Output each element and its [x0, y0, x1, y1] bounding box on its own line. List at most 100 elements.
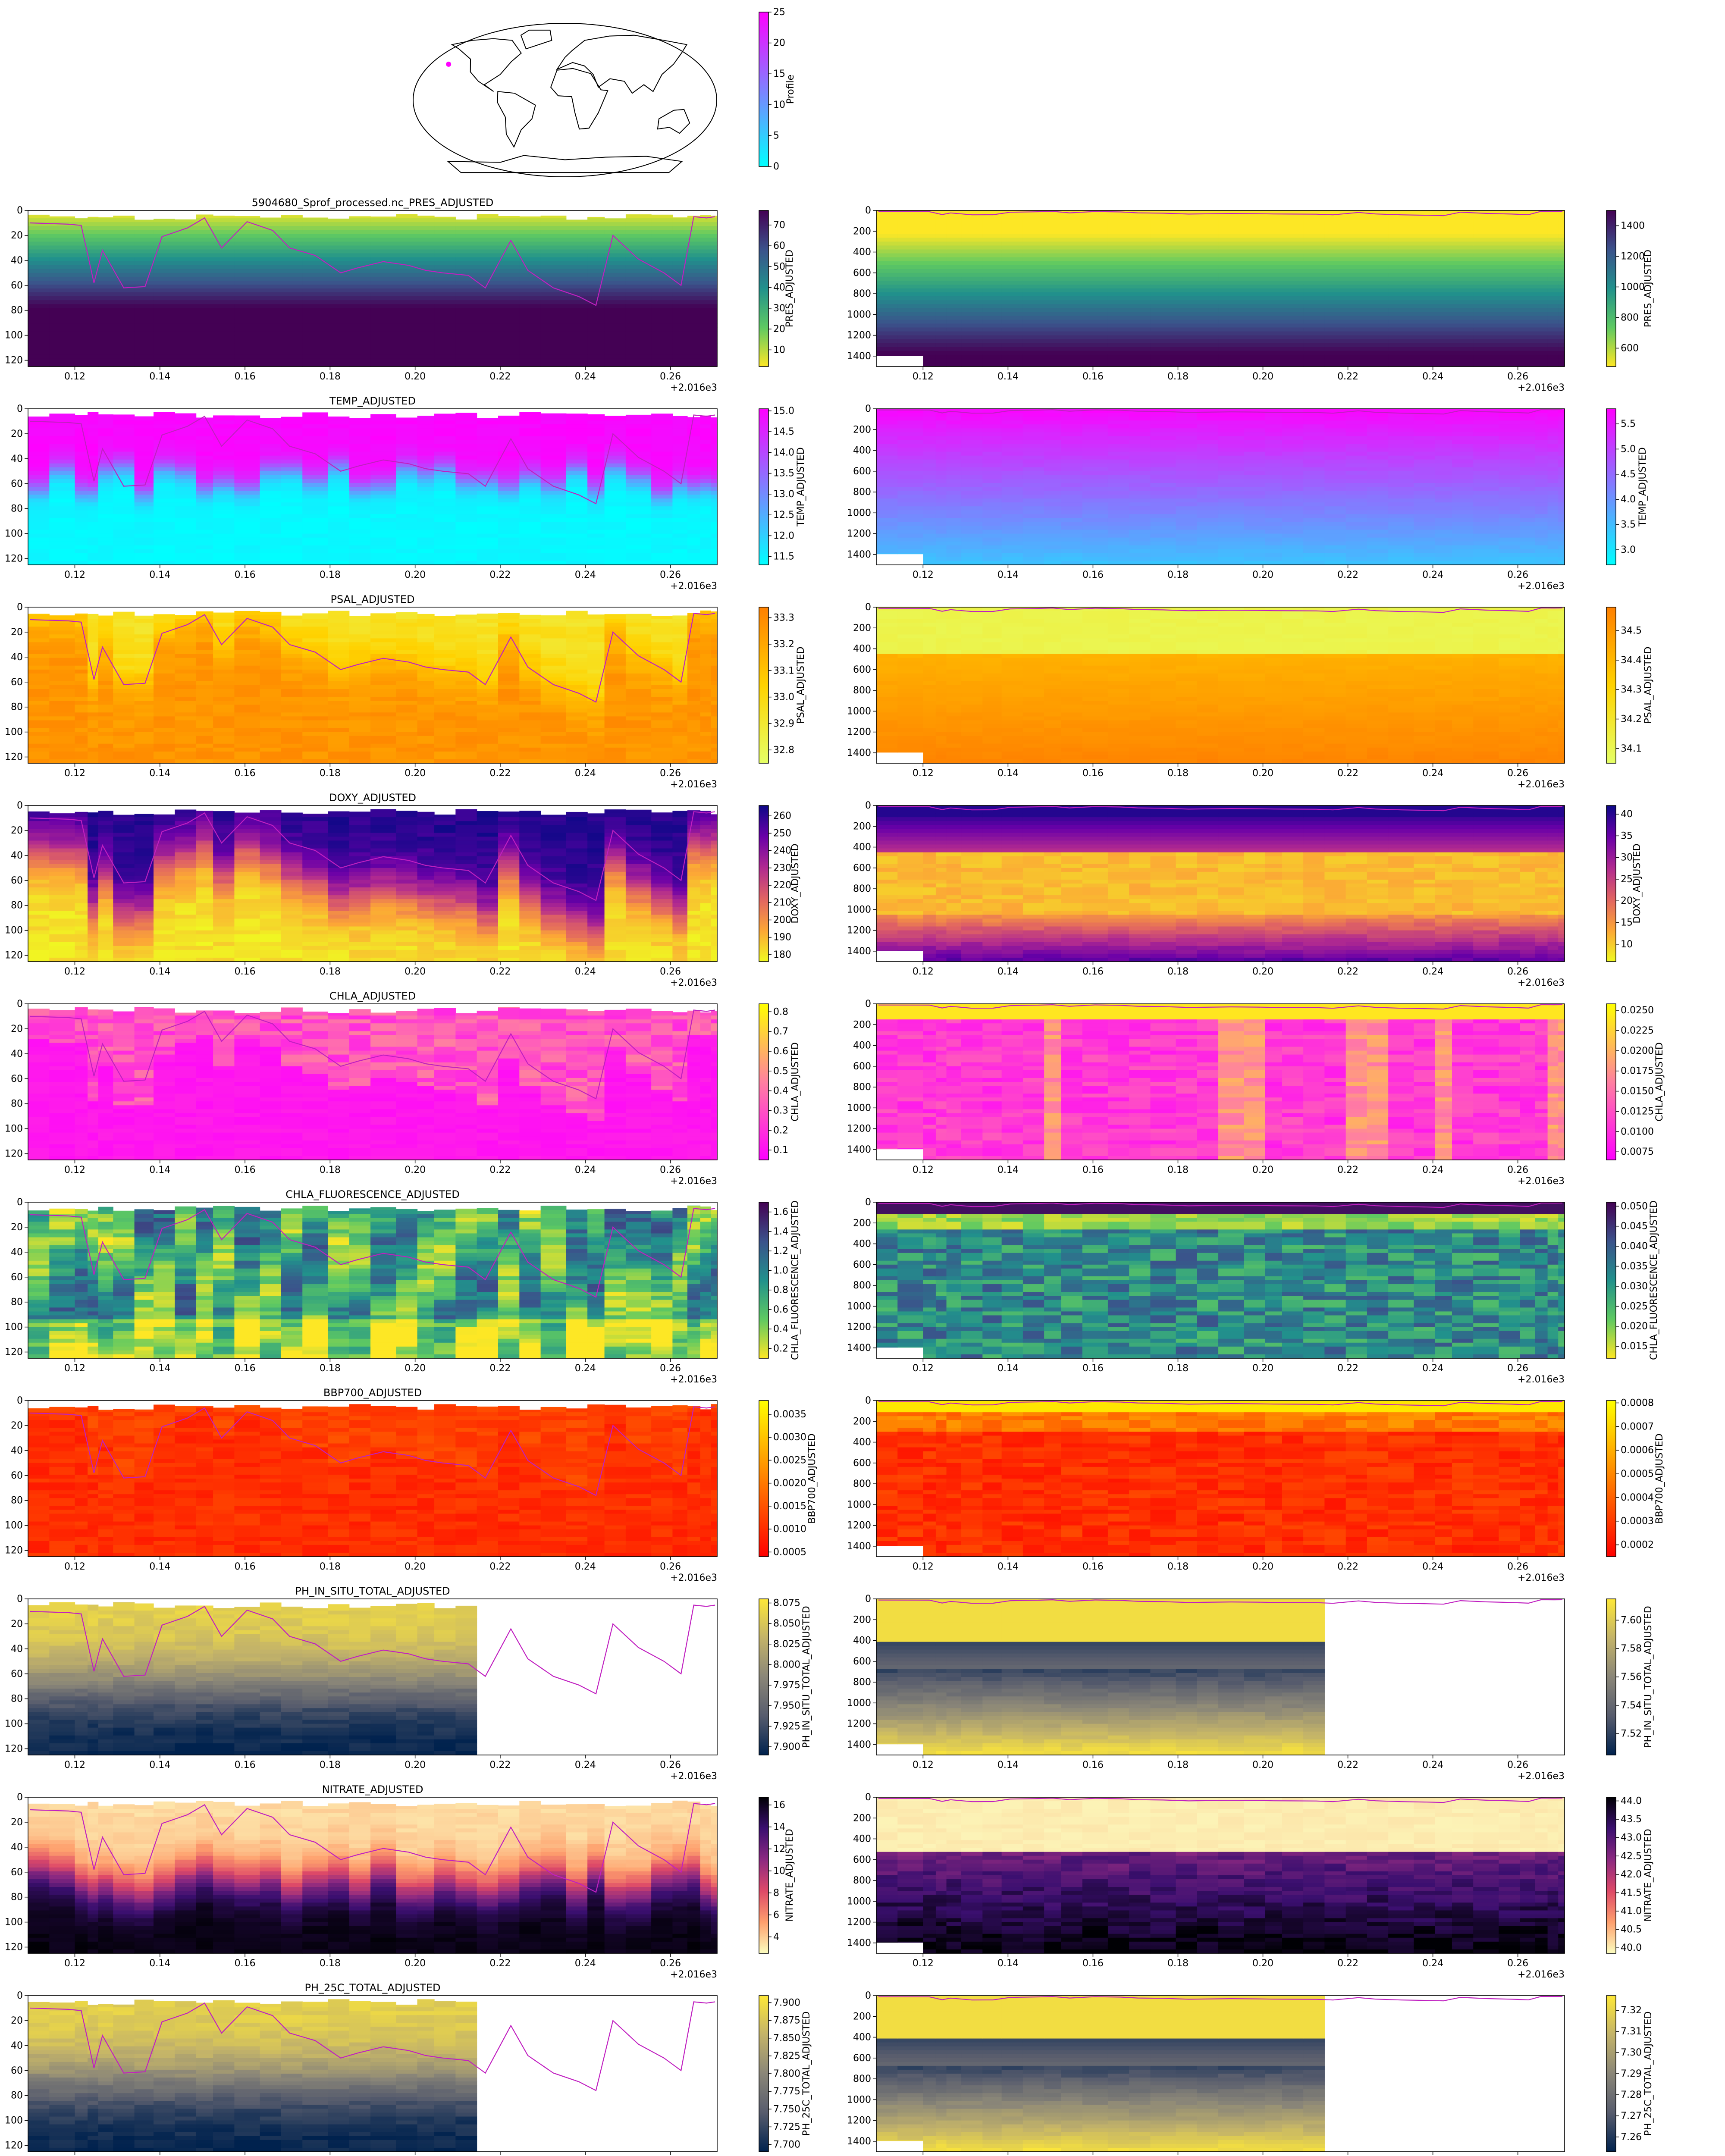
heatmap-cell	[417, 471, 435, 476]
x-tick-label: 0.12	[64, 570, 85, 580]
x-tick-label: 0.24	[575, 570, 596, 580]
heatmap-cell	[541, 553, 567, 558]
heatmap-cell	[75, 495, 88, 499]
heatmap-cell	[1061, 498, 1083, 503]
heatmap-cell	[700, 553, 711, 558]
heatmap-cell	[1197, 359, 1219, 363]
heatmap-cell	[687, 538, 700, 542]
heatmap-cell	[947, 222, 962, 226]
heatmap-cell	[1023, 464, 1044, 468]
heatmap-cell	[1548, 230, 1559, 234]
heatmap-cell	[897, 304, 923, 308]
heatmap-cell	[1061, 304, 1083, 308]
heatmap-cell	[587, 359, 605, 363]
heatmap-cell	[1150, 222, 1176, 226]
heatmap-cell	[1176, 257, 1198, 262]
heatmap-cell	[876, 347, 898, 351]
heatmap-cell	[135, 549, 154, 554]
heatmap-cell	[687, 514, 700, 518]
heatmap-cell	[1324, 332, 1346, 336]
heatmap-cell	[961, 420, 983, 425]
heatmap-cell	[1218, 475, 1244, 479]
heatmap-cell	[711, 328, 717, 332]
heatmap-cell	[1023, 534, 1044, 538]
heatmap-cell	[370, 495, 396, 499]
heatmap-cell	[1244, 265, 1265, 270]
heatmap-cell	[982, 300, 1002, 304]
heatmap-cell	[672, 553, 687, 558]
heatmap-cell	[1129, 363, 1151, 367]
heatmap-cell	[328, 530, 349, 534]
heatmap-cell	[175, 487, 196, 491]
heatmap-cell	[302, 545, 328, 550]
heatmap-cell	[519, 440, 541, 444]
heatmap-cell	[1150, 335, 1176, 340]
heatmap-cell	[982, 522, 1002, 526]
heatmap-cell	[1082, 320, 1108, 324]
heatmap-cell	[213, 534, 235, 538]
heatmap-cell	[328, 553, 349, 558]
heatmap-cell	[1061, 424, 1083, 429]
heatmap-cell	[370, 238, 396, 242]
heatmap-cell	[135, 220, 154, 222]
heatmap-cell	[1548, 312, 1559, 316]
heatmap-cell	[1044, 328, 1061, 332]
heatmap-cell	[1129, 238, 1151, 242]
heatmap-cell	[1002, 553, 1023, 558]
heatmap-cell	[349, 424, 371, 429]
heatmap-cell	[234, 506, 260, 511]
heatmap-cell	[1218, 335, 1244, 340]
heatmap-cell	[1176, 234, 1198, 238]
heatmap-cell	[302, 335, 328, 340]
heatmap-cell	[175, 518, 196, 522]
heatmap-cell	[281, 456, 303, 460]
heatmap-cell	[154, 452, 175, 456]
heatmap-cell	[1548, 281, 1559, 285]
heatmap-cell	[1023, 296, 1044, 301]
heatmap-cell	[175, 269, 196, 273]
heatmap-cell	[541, 436, 567, 440]
heatmap-cell	[700, 510, 711, 514]
heatmap-cell	[1108, 436, 1129, 440]
heatmap-cell	[328, 241, 349, 246]
heatmap-cell	[519, 549, 541, 554]
heatmap-cell	[349, 250, 371, 254]
heatmap-cell	[687, 257, 700, 262]
heatmap-cell	[541, 502, 567, 507]
heatmap-cell	[1176, 312, 1198, 316]
heatmap-cell	[98, 518, 113, 522]
heatmap-cell	[135, 440, 154, 444]
heatmap-cell	[196, 538, 213, 542]
heatmap-cell	[260, 316, 282, 320]
heatmap-cell	[587, 487, 605, 491]
heatmap-cell	[1282, 335, 1304, 340]
heatmap-cell	[605, 230, 626, 234]
heatmap-cell	[1265, 316, 1282, 320]
heatmap-cell	[113, 518, 135, 522]
x-tick-label: 0.18	[320, 371, 341, 382]
heatmap-cell	[687, 335, 700, 340]
heatmap-cell	[626, 417, 652, 421]
heatmap-cell	[1367, 328, 1389, 332]
heatmap-cell	[1473, 269, 1499, 273]
heatmap-cell	[1023, 432, 1044, 436]
heatmap-cell	[328, 444, 349, 448]
heatmap-cell	[434, 316, 456, 320]
heatmap-cell	[1082, 553, 1108, 558]
heatmap-cell	[1388, 265, 1414, 270]
heatmap-cell	[982, 234, 1002, 238]
heatmap-cell	[711, 351, 717, 355]
heatmap-cell	[1023, 250, 1044, 254]
heatmap-cell	[1129, 424, 1151, 429]
heatmap-cell	[711, 285, 717, 289]
heatmap-cell	[417, 452, 435, 456]
heatmap-cell	[1548, 323, 1559, 328]
heatmap-cell	[154, 261, 175, 266]
heatmap-cell	[349, 285, 371, 289]
heatmap-cell	[541, 424, 567, 429]
heatmap-cell	[1473, 250, 1499, 254]
heatmap-cell	[455, 506, 477, 511]
heatmap-cell	[1473, 335, 1499, 340]
heatmap-cell	[234, 308, 260, 312]
heatmap-cell	[1218, 316, 1244, 320]
